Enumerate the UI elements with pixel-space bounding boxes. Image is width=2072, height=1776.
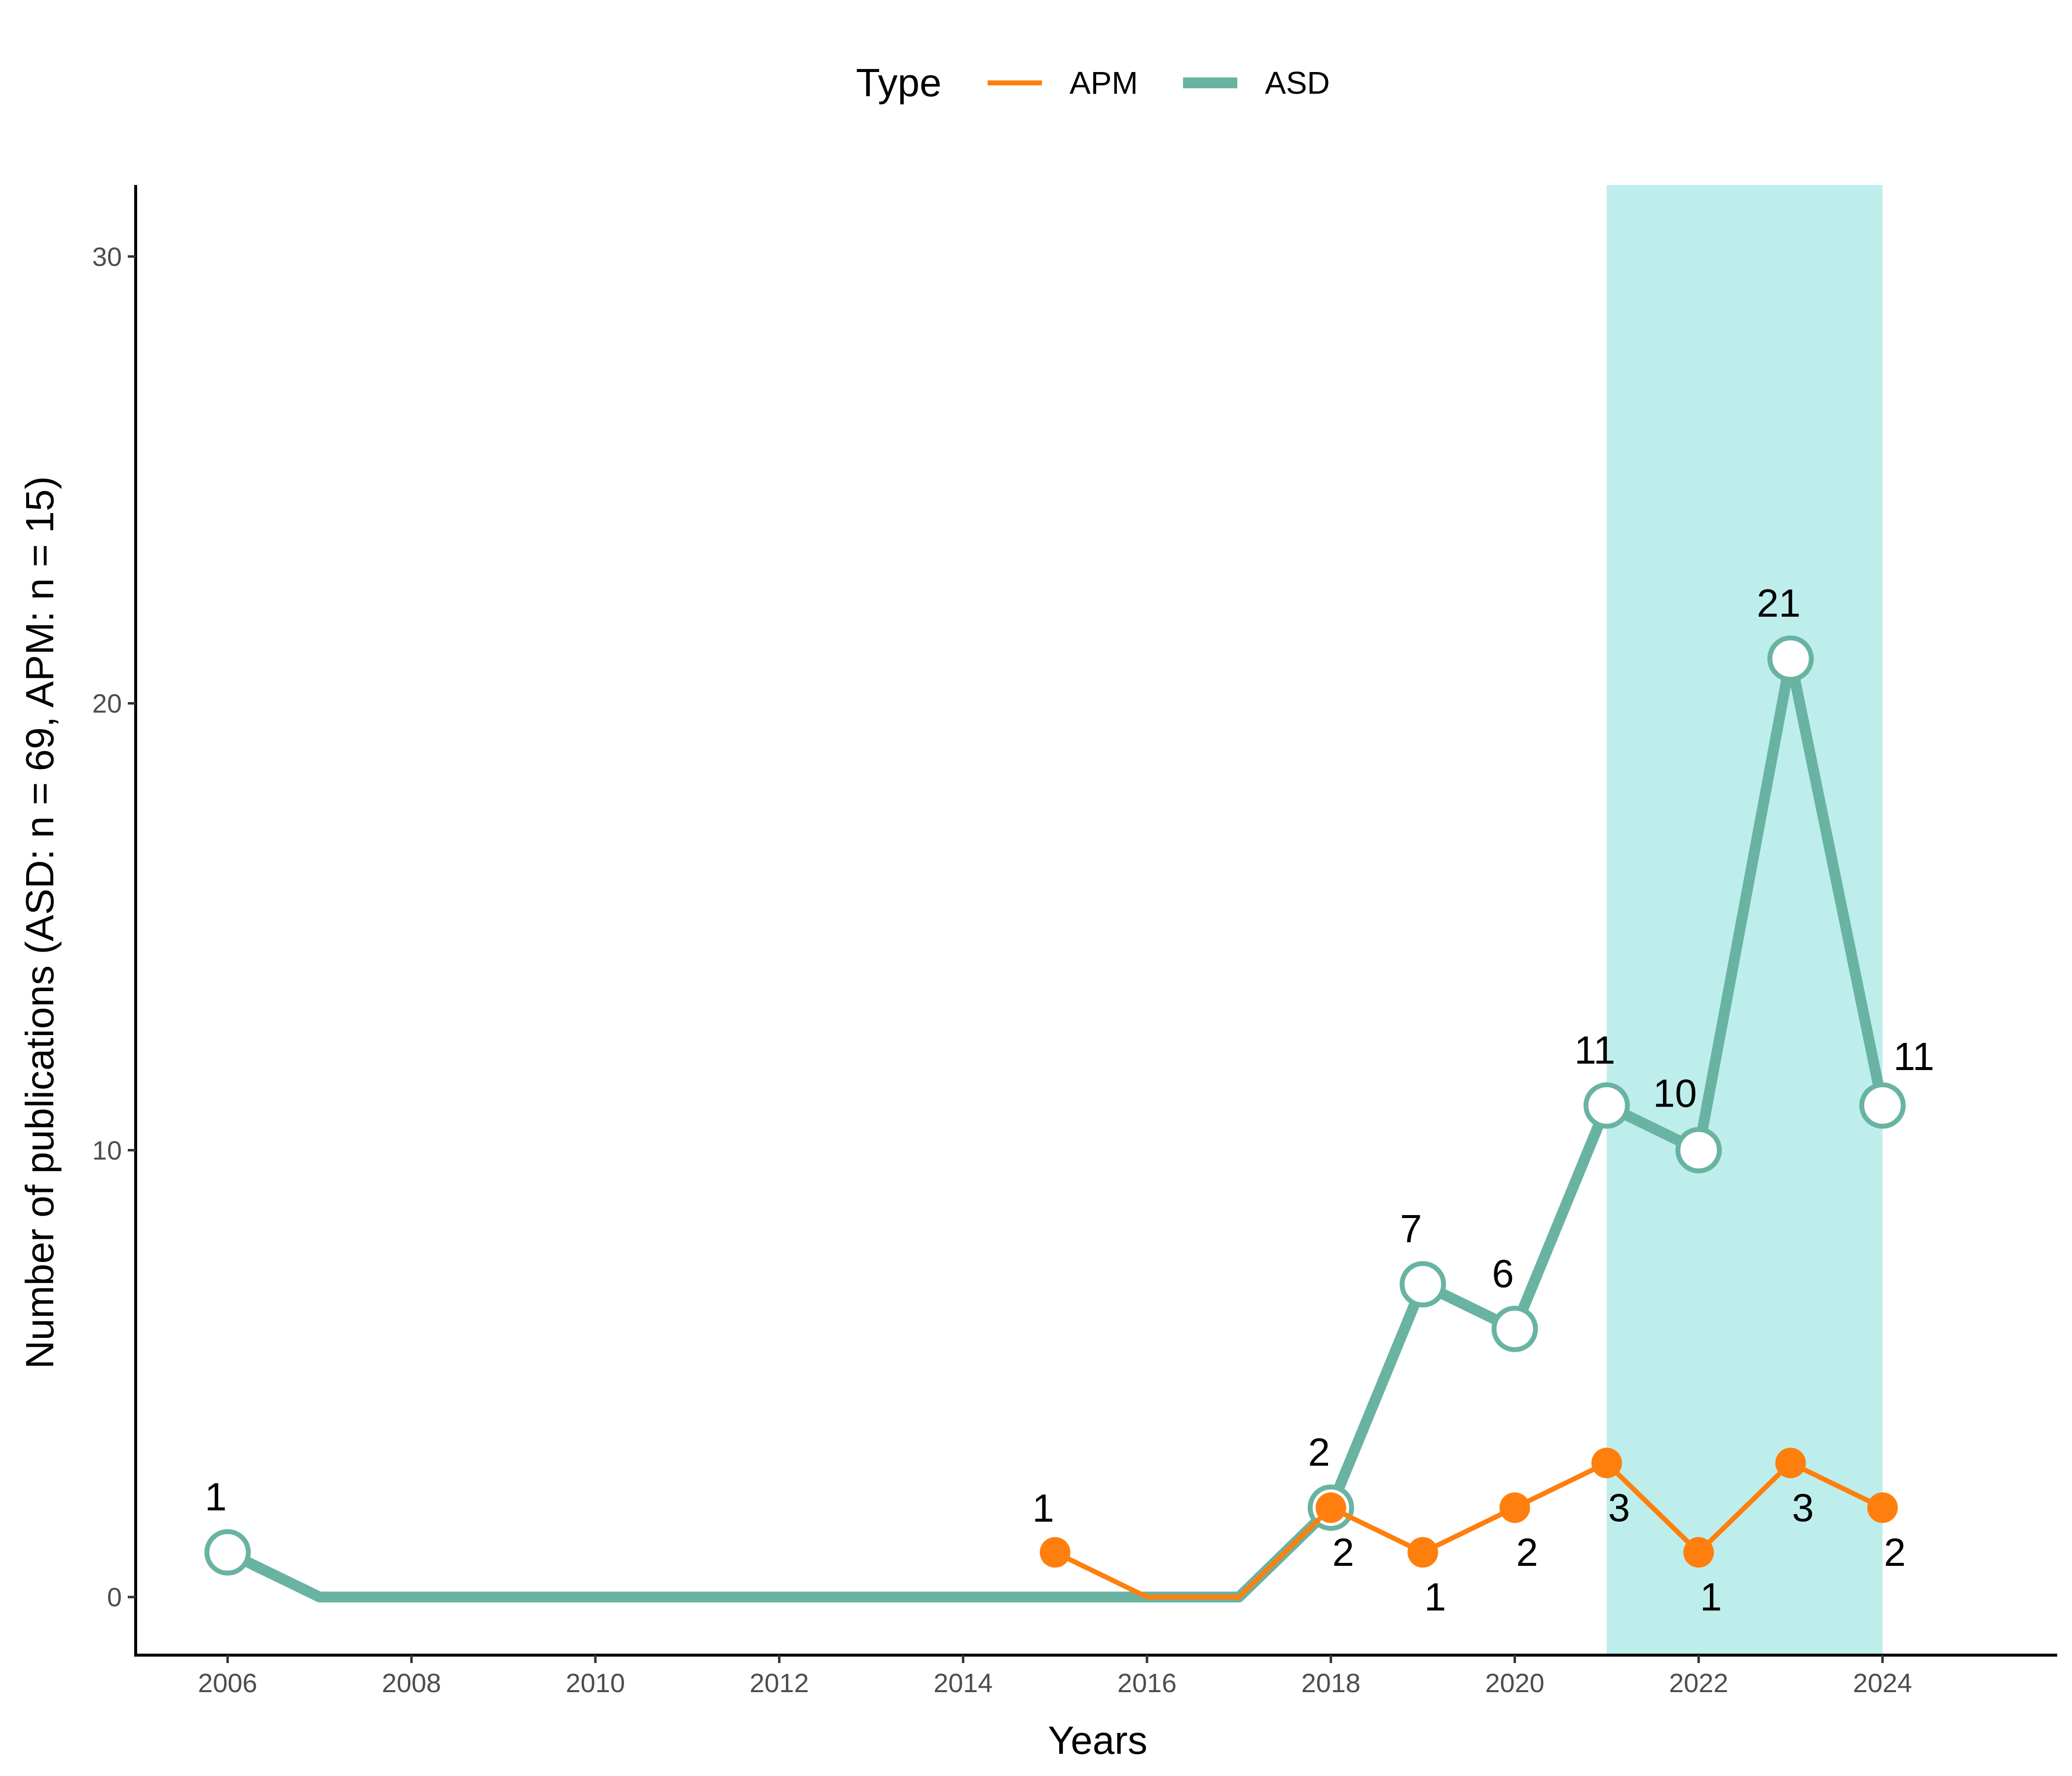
- x-tick-label: 2014: [933, 1668, 993, 1698]
- x-tick-label: 2024: [1853, 1668, 1912, 1698]
- point-apm: [1775, 1447, 1806, 1479]
- point-apm: [1591, 1447, 1622, 1479]
- legend-title: Type: [856, 61, 941, 105]
- point-asd: [1491, 1305, 1538, 1352]
- point-asd: [1767, 635, 1814, 682]
- y-tick-label: 0: [107, 1583, 122, 1612]
- series-line-apm: [1052, 1460, 1885, 1600]
- legend-label-apm: APM: [1070, 65, 1138, 101]
- data-label-asd: 10: [1653, 1071, 1697, 1115]
- x-tick-label: 2022: [1669, 1668, 1728, 1698]
- series-layer: [204, 635, 1906, 1603]
- data-label-apm: 2: [1332, 1530, 1354, 1574]
- data-label-asd: 21: [1757, 581, 1801, 625]
- x-tick-label: 2020: [1485, 1668, 1544, 1698]
- legend: Type APM ASD: [856, 61, 1330, 105]
- data-label-asd: 6: [1492, 1252, 1514, 1295]
- data-label-apm: 2: [1884, 1530, 1906, 1574]
- x-tick-label: 2016: [1117, 1668, 1177, 1698]
- x-tick-label: 2006: [198, 1668, 257, 1698]
- x-tick-label: 2018: [1301, 1668, 1361, 1698]
- y-tick-label: 20: [92, 689, 122, 719]
- data-label-asd: 11: [1574, 1028, 1615, 1072]
- data-label-apm: 3: [1608, 1486, 1630, 1530]
- data-label-asd: 2: [1308, 1430, 1330, 1474]
- data-label-apm: 1: [1424, 1575, 1446, 1619]
- point-apm: [1867, 1492, 1898, 1523]
- x-axis-title: Years: [1048, 1718, 1147, 1762]
- point-apm: [1499, 1492, 1530, 1523]
- x-tick-label: 2010: [566, 1668, 625, 1698]
- point-asd: [1583, 1082, 1630, 1129]
- point-apm: [1683, 1537, 1714, 1568]
- y-tick-label: 10: [92, 1136, 122, 1165]
- y-axis-ticks: 0 10 20 30: [92, 242, 136, 1612]
- point-asd: [1400, 1261, 1446, 1308]
- y-axis-title: Number of publications (ASD: n = 69, APM…: [18, 476, 62, 1369]
- data-label-apm: 1: [1700, 1575, 1722, 1619]
- data-label-apm: 2: [1516, 1530, 1538, 1574]
- point-asd: [204, 1529, 251, 1576]
- x-tick-label: 2012: [749, 1668, 809, 1698]
- data-label-asd: 1: [205, 1475, 227, 1519]
- point-asd: [1675, 1127, 1722, 1174]
- y-tick-label: 30: [92, 242, 122, 272]
- x-axis-ticks: 2006 2008 2010 2012 2014 2016 2018 2020 2022 2024: [198, 1655, 1912, 1698]
- point-apm: [1315, 1492, 1346, 1523]
- point-apm: [1039, 1537, 1071, 1568]
- x-tick-label: 2008: [382, 1668, 441, 1698]
- data-label-apm: 1: [1032, 1486, 1054, 1530]
- legend-label-asd: ASD: [1265, 65, 1330, 101]
- data-label-asd: 7: [1400, 1207, 1422, 1251]
- point-asd: [1859, 1082, 1906, 1129]
- data-label-asd: 11: [1893, 1035, 1934, 1078]
- point-apm: [1407, 1537, 1439, 1568]
- data-label-apm: 3: [1792, 1486, 1814, 1530]
